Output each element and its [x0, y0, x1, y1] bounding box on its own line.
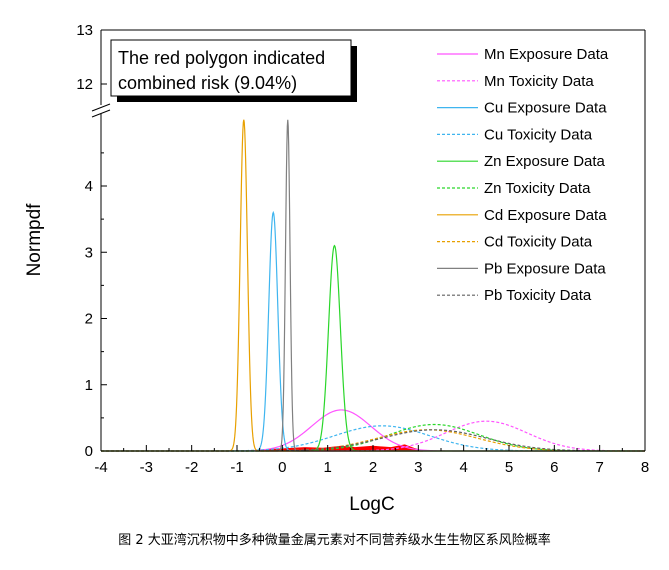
y-tick-label-0: 0 [85, 443, 93, 460]
x-tick-label-12: 8 [641, 459, 649, 476]
legend-label-5: Zn Exposure Data [484, 153, 606, 170]
y-upper-tick-label-1: 13 [76, 22, 93, 39]
legend-label-6: Zn Toxicity Data [484, 180, 591, 197]
y-tick-label-1: 1 [85, 377, 93, 394]
axis-break-mark-1 [91, 103, 111, 112]
series-line-1 [101, 409, 645, 452]
x-tick-label-3: -1 [230, 459, 243, 476]
annotation-line-2: combined risk (9.04%) [118, 73, 297, 93]
axis-break-mark-2 [91, 109, 111, 118]
x-tick-label-2: -2 [185, 459, 198, 476]
axis-break-gap [91, 105, 111, 114]
y-axis-title: Normpdf [24, 203, 45, 277]
figure-caption: 图 2 大亚湾沉积物中多种微量金属元素对不同营养级水生生物区系风险概率 [118, 533, 551, 548]
x-tick-label-6: 2 [369, 459, 377, 476]
x-tick-label-4: 0 [278, 459, 286, 476]
x-tick-label-11: 7 [595, 459, 603, 476]
legend-label-8: Cd Toxicity Data [484, 234, 593, 251]
annotation-line-1: The red polygon indicated [118, 48, 325, 68]
legend: Mn Exposure Data Mn Toxicity Data Cu Expos… [437, 46, 609, 304]
legend-label-4: Cu Toxicity Data [484, 126, 593, 143]
x-tick-label-10: 6 [550, 459, 558, 476]
legend-label-10: Pb Toxicity Data [484, 287, 592, 304]
y-upper-tick-label-0: 12 [76, 76, 93, 93]
legend-label-2: Mn Toxicity Data [484, 73, 594, 90]
x-tick-label-7: 3 [414, 459, 422, 476]
legend-label-3: Cu Exposure Data [484, 100, 607, 117]
y-tick-label-2: 2 [85, 311, 93, 328]
legend-label-7: Cd Exposure Data [484, 207, 607, 224]
annotation-box: The red polygon indicated combined risk … [110, 39, 357, 102]
x-tick-label-8: 4 [459, 459, 467, 476]
y-tick-label-4: 4 [85, 178, 93, 195]
x-tick-label-5: 1 [323, 459, 331, 476]
x-tick-label-9: 5 [505, 459, 513, 476]
legend-label-1: Mn Exposure Data [484, 46, 609, 63]
x-axis-title: LogC [349, 494, 394, 515]
x-tick-label-0: -4 [94, 459, 107, 476]
legend-label-9: Pb Exposure Data [484, 260, 606, 277]
y-tick-label-3: 3 [85, 244, 93, 261]
x-tick-label-1: -3 [140, 459, 153, 476]
